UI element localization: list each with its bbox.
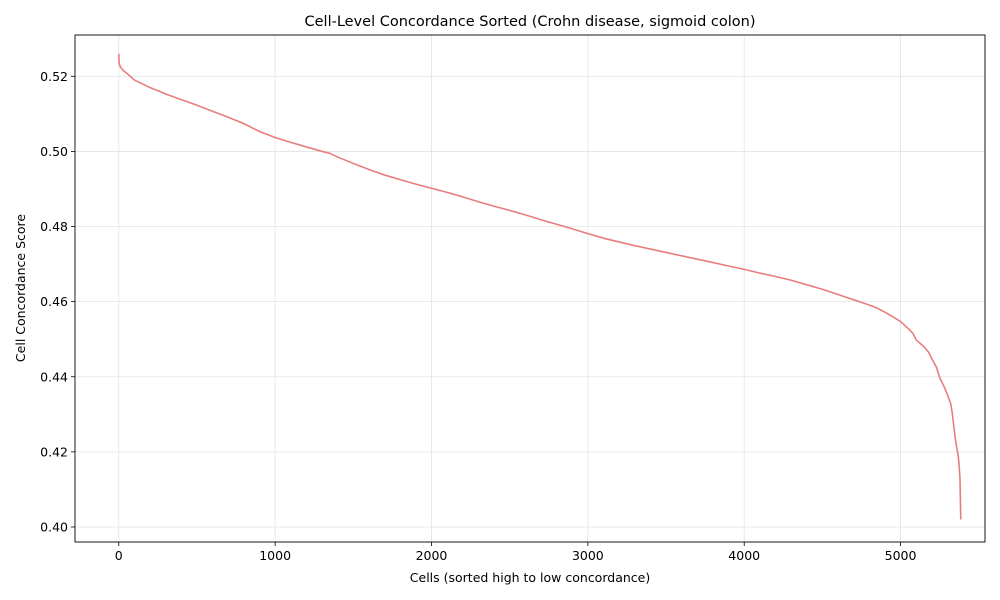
x-axis-label: Cells (sorted high to low concordance) — [410, 570, 650, 585]
y-tick-label: 0.42 — [40, 444, 68, 459]
plot-frame — [74, 34, 986, 543]
series-line — [117, 53, 962, 520]
x-tick-label: 2000 — [416, 548, 448, 563]
y-axis-label: Cell Concordance Score — [13, 214, 28, 362]
x-tick-label: 4000 — [728, 548, 760, 563]
chart-title: Cell-Level Concordance Sorted (Crohn dis… — [305, 14, 756, 30]
grid — [75, 35, 985, 542]
x-axis: 0 1000 2000 3000 4000 5000 — [115, 542, 917, 563]
series-layer — [117, 53, 962, 520]
x-tick-label: 3000 — [572, 548, 604, 563]
y-tick-label: 0.48 — [40, 219, 68, 234]
y-tick-label: 0.46 — [40, 294, 68, 309]
x-tick-label: 1000 — [259, 548, 291, 563]
y-axis: 0.40 0.42 0.44 0.46 0.48 0.50 0.52 — [40, 69, 75, 534]
x-tick-label: 5000 — [885, 548, 917, 563]
y-tick-label: 0.52 — [40, 69, 68, 84]
x-tick-label: 0 — [115, 548, 123, 563]
y-tick-label: 0.40 — [40, 519, 68, 534]
y-tick-label: 0.44 — [40, 369, 68, 384]
y-tick-label: 0.50 — [40, 144, 68, 159]
